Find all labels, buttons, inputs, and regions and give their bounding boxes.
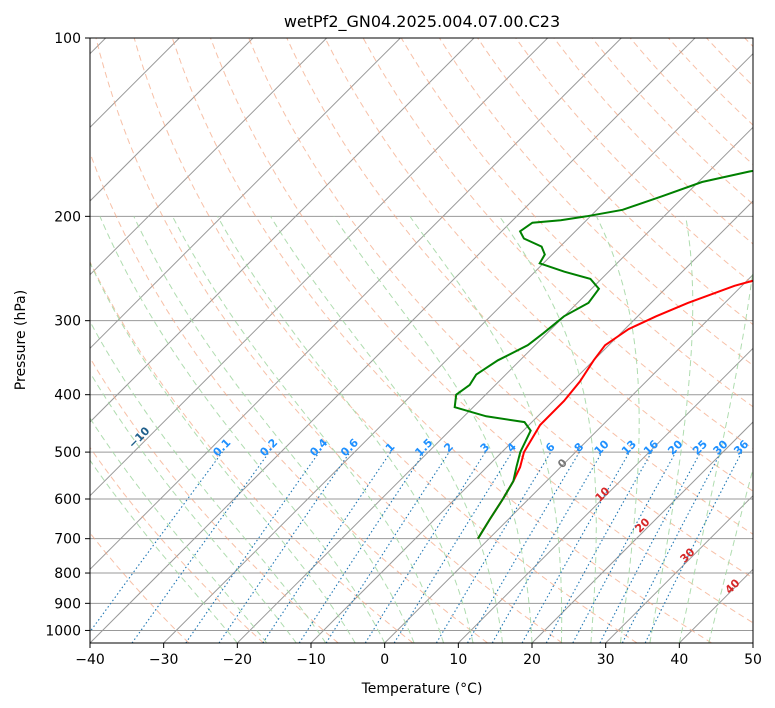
- dry-adiabat-line: [90, 446, 264, 643]
- moist-adiabat-line: [678, 266, 753, 643]
- y-tick-label: 200: [54, 209, 81, 225]
- isotherm-line: [163, 52, 753, 643]
- mixing-ratio-line: [218, 451, 351, 643]
- mixing-ratio-line: [325, 451, 450, 643]
- moist-adiabat-line: [409, 216, 563, 643]
- mixing-ratio-line: [521, 451, 630, 643]
- dry-adiabat-line: [248, 38, 753, 579]
- moist-adiabat-line: [90, 417, 268, 643]
- dry-adiabat-line: [400, 38, 753, 408]
- mixing-ratio-line: [364, 451, 486, 643]
- x-tick-label: 40: [670, 652, 688, 668]
- dry-adiabat-line: [210, 38, 753, 624]
- isotherm-line: [605, 494, 753, 643]
- temperature-profile-line: [477, 279, 753, 540]
- x-tick-label: −30: [149, 652, 179, 668]
- isotherm-line: [384, 273, 753, 643]
- dry-adiabat-line: [324, 38, 753, 492]
- dry-adiabat-line: [90, 260, 414, 643]
- dry-adiabat-line: [133, 38, 638, 643]
- plot-frame: [89, 37, 754, 644]
- x-tick-label: 10: [449, 652, 467, 668]
- y-tick-label: 600: [54, 492, 81, 508]
- x-axis-label: Temperature (°C): [361, 681, 483, 697]
- y-tick-label: 400: [54, 388, 81, 404]
- moist-adiabat-line: [333, 216, 533, 643]
- moist-adiabat-line: [99, 216, 386, 643]
- dry-adiabat-line: [362, 38, 753, 450]
- mixing-ratio-line: [90, 451, 223, 633]
- isotherm-line: [90, 38, 328, 276]
- mixing-ratio-line: [185, 451, 320, 643]
- moist-adiabat-line: [90, 261, 356, 643]
- isotherm-line: [90, 38, 254, 202]
- x-tick-label: 0: [380, 652, 389, 668]
- dry-adiabat-line: [171, 38, 712, 643]
- isotherm-line: [90, 38, 696, 643]
- isotherm-line: [236, 126, 753, 643]
- y-tick-label: 800: [54, 566, 81, 582]
- y-tick-label: 500: [54, 445, 81, 461]
- mixing-ratio-line: [131, 451, 270, 643]
- axes: −40 −30 −20 −10 0 10 20 30 40 50 100 200 300 400 500 60…: [45, 31, 762, 668]
- moist-adiabat-line: [90, 371, 297, 643]
- moist-adiabat-line: [596, 216, 640, 643]
- moist-adiabat-line: [90, 459, 238, 643]
- isotherm-line: [531, 421, 753, 643]
- moist-adiabat-line: [217, 216, 474, 643]
- isotherm-line: [90, 38, 401, 350]
- dry-adiabat-line: [95, 38, 563, 643]
- y-tick-label: 100: [54, 31, 81, 47]
- x-tick-label: 20: [523, 652, 541, 668]
- y-tick-label: 1000: [45, 623, 81, 639]
- mixing-ratio-line: [435, 451, 552, 643]
- dry-adiabat-line: [629, 38, 753, 166]
- isotherm-line: [90, 38, 622, 571]
- y-tick-label: 300: [54, 314, 81, 330]
- x-tick-label: 50: [744, 652, 762, 668]
- mixing-ratio-line: [393, 451, 513, 643]
- dry-adiabat-line: [477, 38, 753, 326]
- y-axis-label: Pressure (hPa): [13, 290, 29, 390]
- x-tick-label: −40: [75, 652, 105, 668]
- mixing-ratio-line: [545, 451, 653, 643]
- dry-adiabat-line: [591, 38, 753, 205]
- x-tick-label: −10: [296, 652, 326, 668]
- mixing-ratio-line: [467, 451, 580, 643]
- y-tick-label: 700: [54, 532, 81, 548]
- mixing-ratio-line: [572, 451, 677, 643]
- moist-adiabat-line: [133, 216, 415, 643]
- isotherm-line: [90, 38, 475, 423]
- moist-adiabat-line: [649, 216, 694, 643]
- moist-adiabat-line: [90, 320, 327, 643]
- dewpoint-profile-line: [453, 169, 753, 540]
- plot-area: −100−90−80−70−60−50−40−30−20−100.10.20.4…: [90, 38, 753, 643]
- mixing-ratio-line: [491, 451, 603, 643]
- moist-adiabat-line: [172, 216, 445, 643]
- moist-adiabat-line: [270, 216, 503, 643]
- dry-adiabat-line: [515, 38, 753, 285]
- chart-title: wetPf2_GN04.2025.004.07.00.C23: [284, 12, 560, 32]
- x-tick-label: −20: [223, 652, 253, 668]
- y-tick-label: 900: [54, 596, 81, 612]
- x-tick-label: 30: [597, 652, 615, 668]
- isotherm-line: [90, 38, 549, 497]
